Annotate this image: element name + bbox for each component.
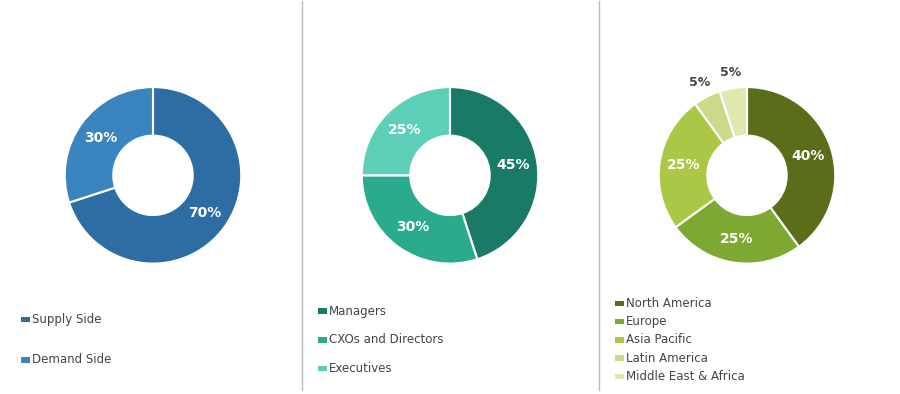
Text: Supply Side: Supply Side	[32, 313, 101, 326]
Text: 25%: 25%	[388, 123, 421, 137]
Text: 5%: 5%	[689, 76, 710, 89]
FancyBboxPatch shape	[615, 355, 624, 361]
Wedge shape	[695, 91, 734, 143]
Wedge shape	[65, 87, 153, 203]
Wedge shape	[676, 199, 799, 264]
Text: INTERVIEWS, BY REGION: INTERVIEWS, BY REGION	[661, 24, 833, 37]
Text: 40%: 40%	[791, 149, 824, 163]
Text: 25%: 25%	[667, 158, 700, 172]
Text: Executives: Executives	[328, 362, 392, 375]
Text: Managers: Managers	[328, 305, 387, 318]
Text: INTERVIEWS, BY RESPONDENT: INTERVIEWS, BY RESPONDENT	[46, 24, 260, 37]
Text: 30%: 30%	[396, 220, 429, 234]
FancyBboxPatch shape	[318, 366, 327, 371]
FancyBboxPatch shape	[615, 374, 624, 379]
FancyBboxPatch shape	[21, 317, 30, 323]
Text: 25%: 25%	[720, 232, 753, 245]
Text: INTERVIEWS,
BY DESIGNATION (SUPPLY SIDE): INTERVIEWS, BY DESIGNATION (SUPPLY SIDE)	[338, 15, 562, 46]
Wedge shape	[720, 87, 747, 138]
Text: 5%: 5%	[720, 66, 742, 79]
Wedge shape	[69, 87, 241, 264]
FancyBboxPatch shape	[21, 357, 30, 363]
FancyBboxPatch shape	[615, 337, 624, 343]
FancyBboxPatch shape	[615, 301, 624, 306]
FancyBboxPatch shape	[318, 337, 327, 343]
Wedge shape	[362, 87, 450, 175]
Text: 70%: 70%	[188, 206, 221, 220]
Wedge shape	[659, 104, 724, 227]
FancyBboxPatch shape	[318, 309, 327, 314]
Text: Middle East & Africa: Middle East & Africa	[626, 370, 744, 383]
Text: 45%: 45%	[497, 158, 530, 172]
FancyBboxPatch shape	[615, 319, 624, 324]
Text: 30%: 30%	[85, 131, 118, 145]
Wedge shape	[747, 87, 835, 247]
Wedge shape	[450, 87, 538, 259]
Wedge shape	[362, 175, 477, 264]
Text: Latin America: Latin America	[626, 351, 707, 364]
Text: Demand Side: Demand Side	[32, 353, 111, 366]
Text: Asia Pacific: Asia Pacific	[626, 333, 691, 346]
Text: CXOs and Directors: CXOs and Directors	[328, 333, 443, 346]
Text: Europe: Europe	[626, 315, 667, 328]
Text: North America: North America	[626, 297, 711, 310]
